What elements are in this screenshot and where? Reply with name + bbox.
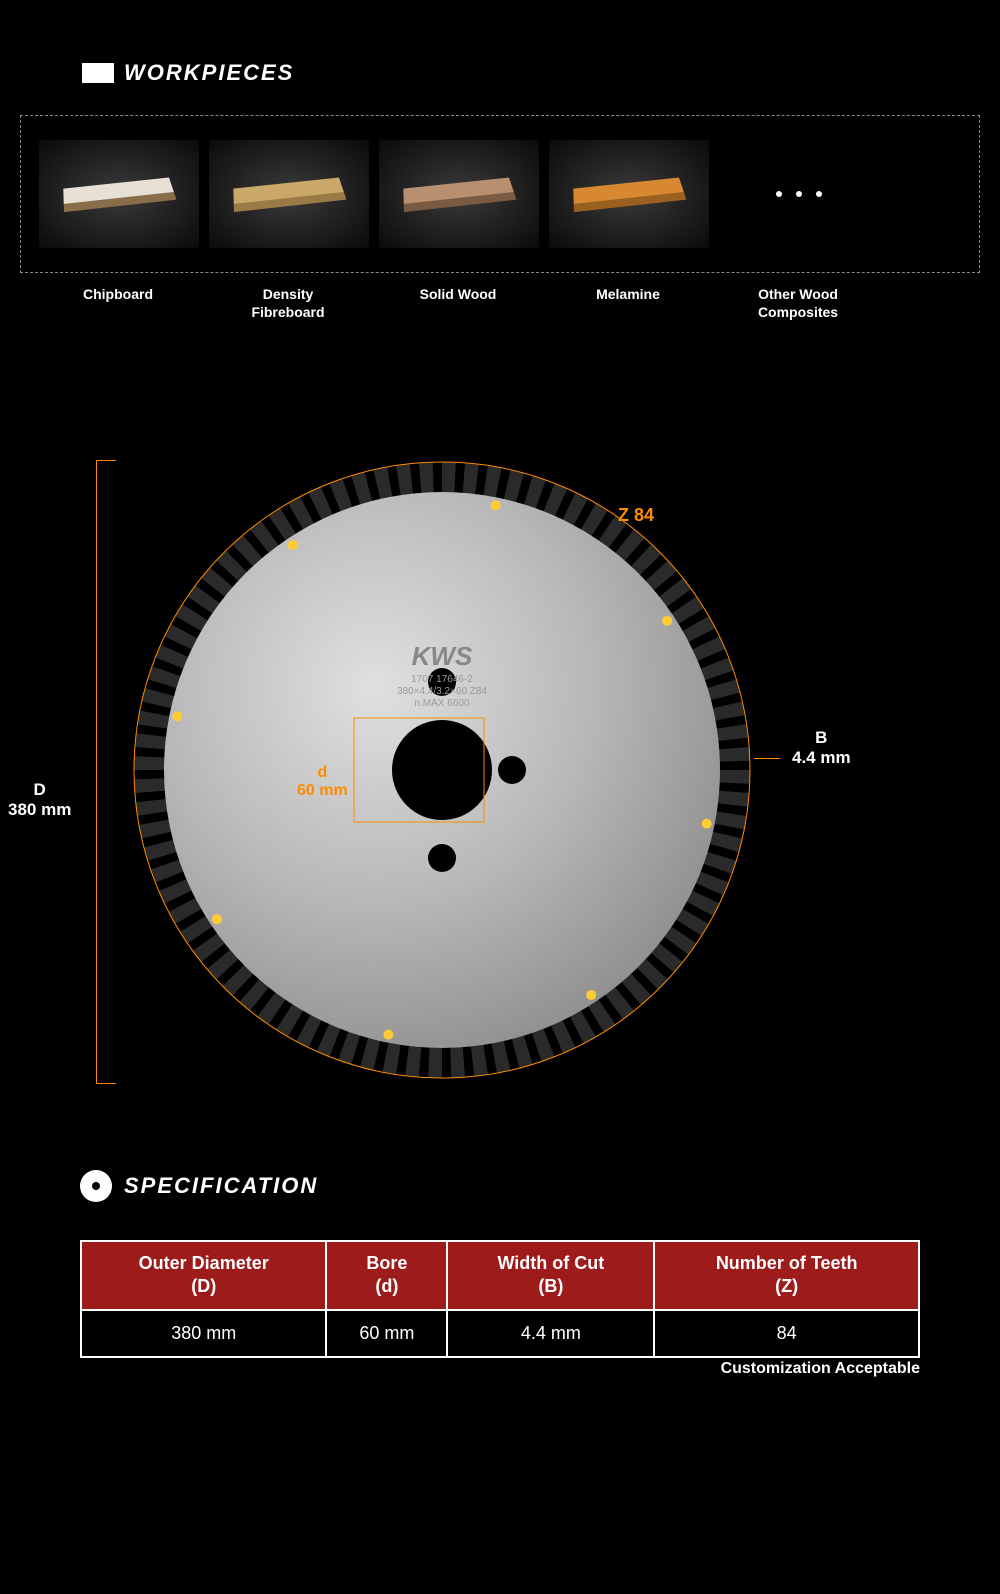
spec-header-cell: Width of Cut(B) — [447, 1241, 654, 1310]
width-leader-line — [754, 758, 780, 759]
workpiece-thumb — [379, 140, 539, 248]
spec-table: Outer Diameter(D)Bore(d)Width of Cut(B)N… — [80, 1240, 920, 1358]
spec-data-cell: 380 mm — [81, 1310, 326, 1357]
spec-data-cell: 4.4 mm — [447, 1310, 654, 1357]
workpieces-title: WORKPIECES — [124, 60, 294, 86]
spec-header-cell: Outer Diameter(D) — [81, 1241, 326, 1310]
dimension-d-label: D380 mm — [8, 780, 71, 820]
workpiece-thumb — [549, 140, 709, 248]
specification-header: SPECIFICATION — [80, 1170, 318, 1202]
customization-note: Customization Acceptable — [721, 1360, 920, 1378]
blade-diagram: KWS 1707 17646-2 380×4.4/3.2×60 Z84 n.MA… — [0, 460, 1000, 1100]
dimension-z-label: Z 84 — [618, 505, 654, 526]
workpiece-label: Chipboard — [38, 285, 198, 321]
dimension-b-label: B4.4 mm — [792, 728, 851, 768]
spec-header-cell: Number of Teeth(Z) — [654, 1241, 919, 1310]
workpiece-label: Melamine — [548, 285, 708, 321]
svg-text:380×4.4/3.2×60 Z84: 380×4.4/3.2×60 Z84 — [397, 686, 488, 697]
spec-data-cell: 60 mm — [326, 1310, 447, 1357]
workpiece-more — [719, 140, 879, 248]
workpiece-thumb — [39, 140, 199, 248]
workpieces-container — [20, 115, 980, 273]
workpiece-label: DensityFibreboard — [208, 285, 368, 321]
workpiece-thumb — [209, 140, 369, 248]
svg-text:n.MAX 6600: n.MAX 6600 — [414, 698, 469, 709]
header-block-icon — [82, 63, 114, 83]
spec-icon — [80, 1170, 112, 1202]
spec-title: SPECIFICATION — [124, 1173, 318, 1199]
spec-header-cell: Bore(d) — [326, 1241, 447, 1310]
diameter-bracket — [96, 460, 116, 1084]
workpieces-header: WORKPIECES — [82, 60, 294, 86]
workpiece-more-label: Other WoodComposites — [718, 285, 878, 321]
saw-blade-svg: KWS 1707 17646-2 380×4.4/3.2×60 Z84 n.MA… — [132, 460, 752, 1080]
brand-text: KWS — [412, 641, 473, 671]
spec-data-cell: 84 — [654, 1310, 919, 1357]
svg-text:1707 17646-2: 1707 17646-2 — [411, 674, 473, 685]
workpieces-labels: Chipboard DensityFibreboard Solid Wood Mela… — [20, 285, 980, 321]
workpiece-label: Solid Wood — [378, 285, 538, 321]
dimension-bore-label: d60 mm — [297, 764, 348, 800]
